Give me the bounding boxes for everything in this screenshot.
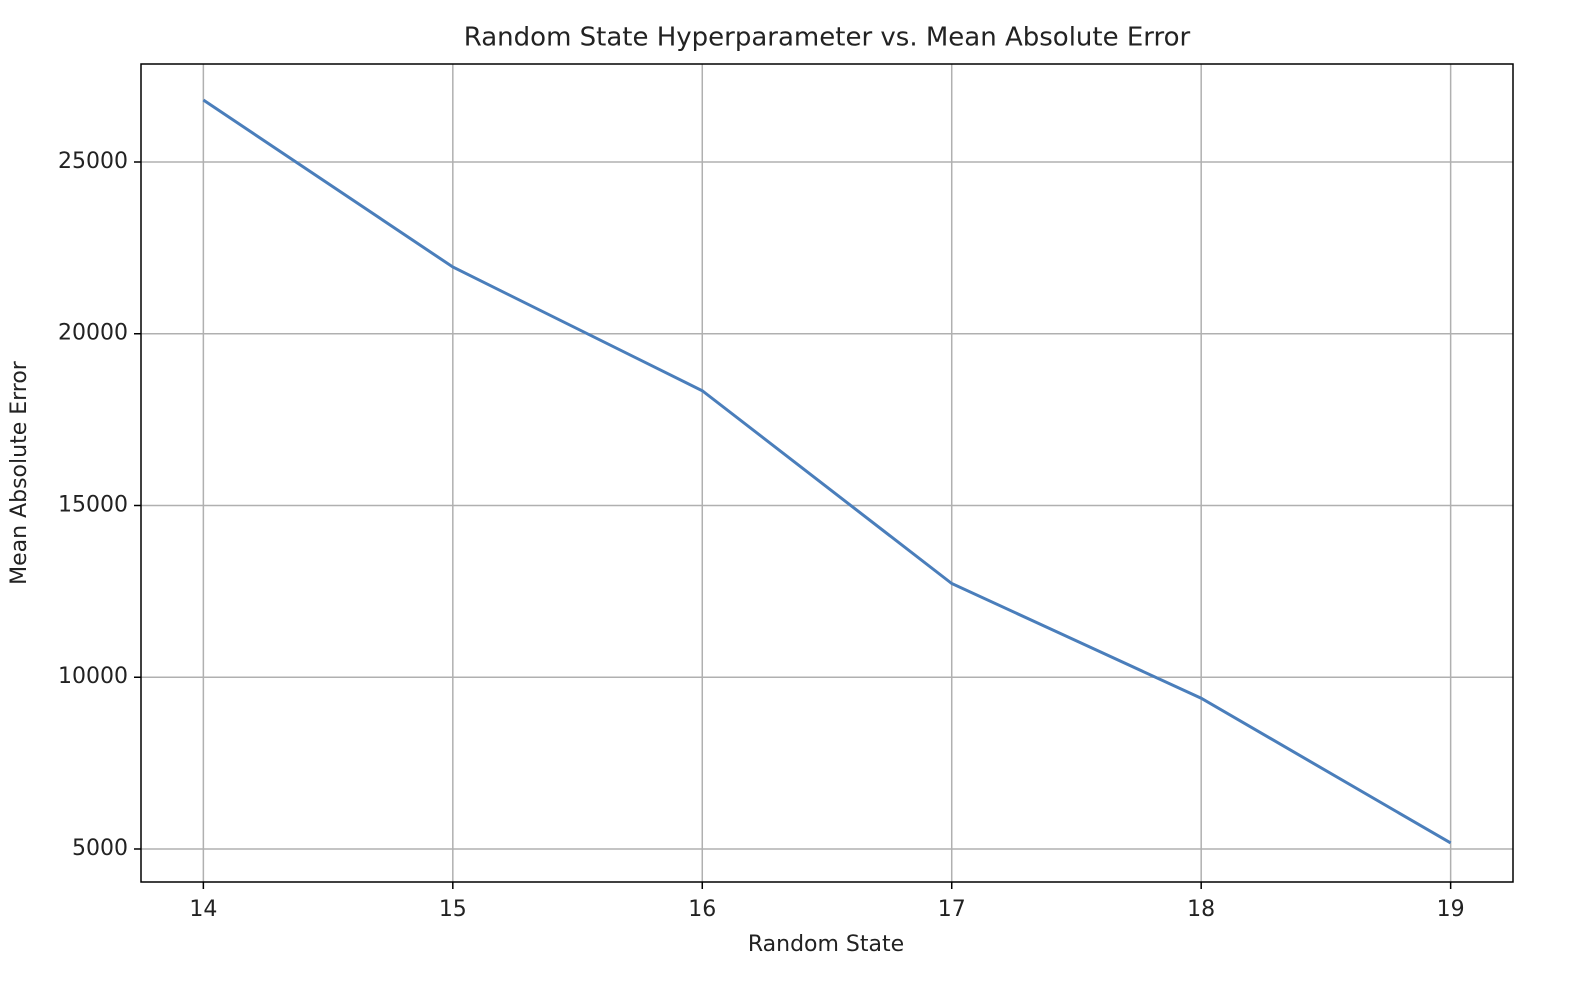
x-tick-label: 16 — [688, 897, 716, 922]
x-tick-label: 14 — [189, 897, 217, 922]
x-tick-label: 15 — [439, 897, 467, 922]
y-tick-label: 25000 — [58, 149, 128, 174]
chart-title: Random State Hyperparameter vs. Mean Abs… — [464, 23, 1191, 53]
y-tick-label: 20000 — [58, 321, 128, 346]
x-tick-label: 19 — [1437, 897, 1465, 922]
x-axis-label: Random State — [748, 932, 904, 957]
y-tick-label: 10000 — [58, 664, 128, 689]
x-tick-label: 18 — [1187, 897, 1215, 922]
y-axis-label: Mean Absolute Error — [7, 360, 32, 585]
y-tick-label: 15000 — [58, 492, 128, 517]
data-line — [202, 98, 1452, 845]
y-tick-label: 5000 — [72, 836, 128, 861]
plot-frame — [140, 63, 1514, 883]
x-tick-label: 17 — [938, 897, 966, 922]
